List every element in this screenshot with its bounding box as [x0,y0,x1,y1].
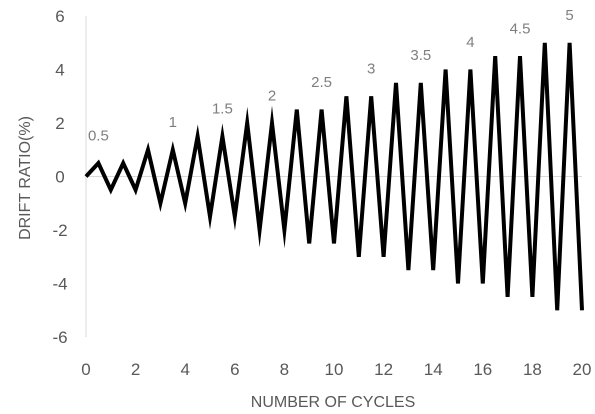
amplitude-annotation: 3 [367,61,375,78]
y-tick-label: -6 [52,328,67,347]
series-layer [84,42,584,311]
x-tick-label: 6 [230,360,239,379]
y-tick-label: 6 [55,7,64,26]
amplitude-annotation: 1.5 [212,101,233,118]
x-tick-label: 18 [523,360,542,379]
x-tick-labels: 0 2 4 6 8 10 12 14 16 18 20 [81,360,591,379]
amplitude-annotation: 3.5 [410,47,431,64]
annotation-layer: 0.5 1 1.5 2 2.5 3 3.5 4 4.5 5 [88,7,574,144]
amplitude-annotation: 1 [169,114,177,131]
amplitude-annotation: 5 [565,7,573,24]
x-tick-label: 14 [424,360,443,379]
x-tick-label: 12 [374,360,393,379]
x-tick-label: 16 [473,360,492,379]
y-axis-title: DRIFT RATIO(%) [17,116,34,240]
amplitude-annotation: 4.5 [510,20,531,37]
x-tick-label: 10 [325,360,344,379]
x-tick-label: 4 [180,360,189,379]
x-tick-label: 8 [280,360,289,379]
amplitude-annotation: 4 [466,34,474,51]
y-tick-label: -4 [52,275,67,294]
y-tick-label: 0 [55,168,64,187]
x-tick-label: 20 [573,360,592,379]
x-tick-label: 2 [131,360,140,379]
amplitude-annotation: 2 [268,87,276,104]
amplitude-annotation: 2.5 [311,74,332,91]
y-tick-label: 2 [55,114,64,133]
x-tick-label: 0 [81,360,90,379]
y-tick-labels: -6 -4 -2 0 2 4 6 [52,7,67,347]
series-line [84,42,584,311]
y-tick-label: -2 [52,221,67,240]
x-axis-title: NUMBER OF CYCLES [251,394,415,411]
y-tick-label: 4 [55,61,64,80]
amplitude-annotation: 0.5 [88,127,109,144]
